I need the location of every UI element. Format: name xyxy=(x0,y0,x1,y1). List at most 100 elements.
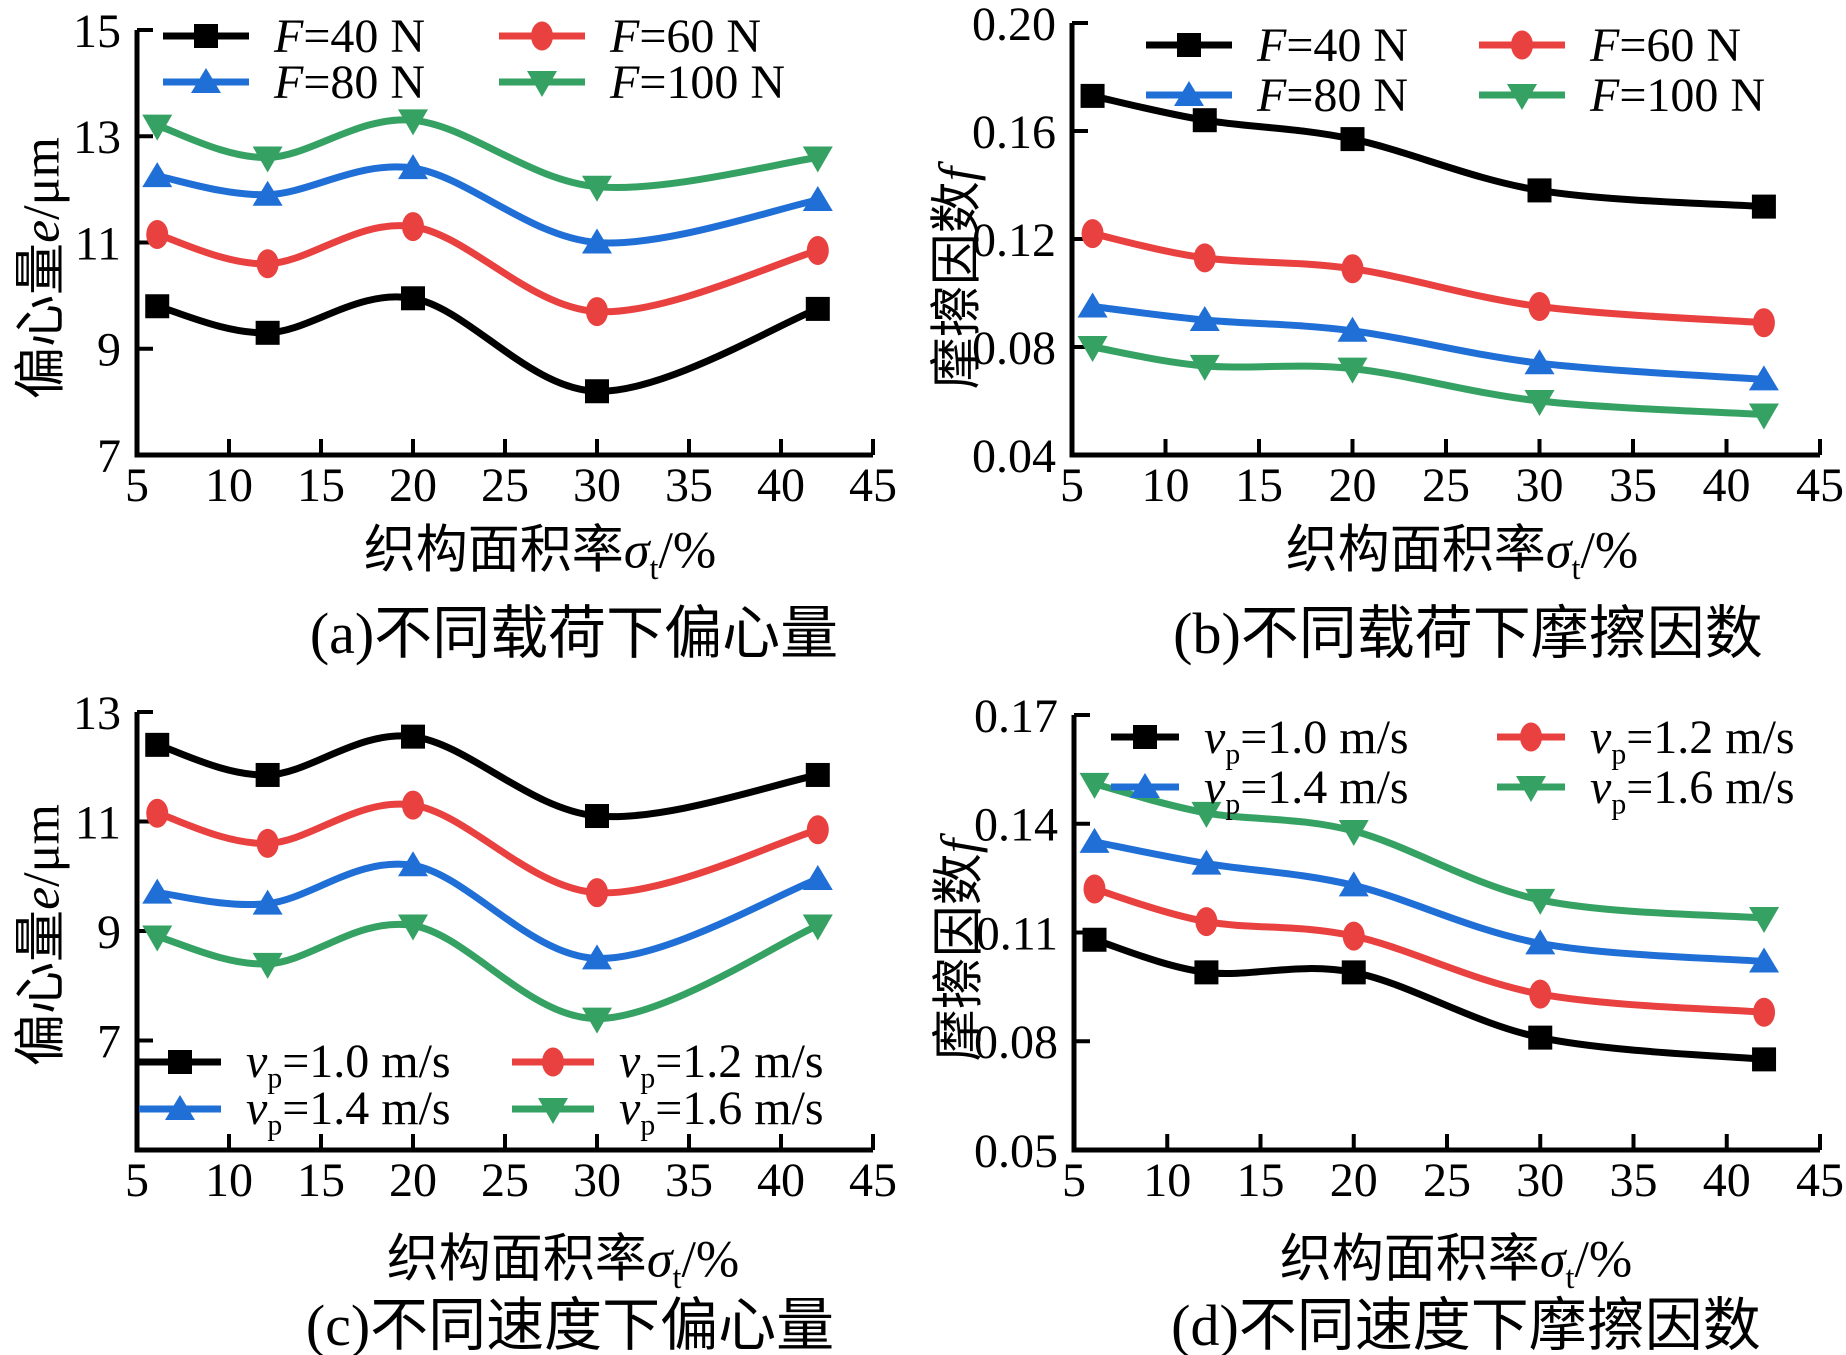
data-point-marker xyxy=(802,864,833,890)
label-part: =1.2 m/s xyxy=(655,1035,824,1088)
data-point-marker xyxy=(1338,871,1369,897)
legend-item-F-100-N: F=100 N xyxy=(498,56,785,109)
legend-sample-triangle-down-icon xyxy=(511,1093,595,1125)
data-point-marker xyxy=(1528,292,1551,321)
data-point-marker xyxy=(252,146,283,173)
x-tick-label: 15 xyxy=(1237,1154,1285,1207)
data-point-marker xyxy=(1749,907,1780,933)
data-point-marker xyxy=(252,889,283,915)
figure-element xyxy=(163,68,249,93)
x-tick-label: 30 xyxy=(573,1154,621,1207)
chart-a-axes: 5 10 15 20 25 30 35 40 45 7 9 11 13 15 xyxy=(73,5,897,512)
chart-d-series-2-markers xyxy=(1079,827,1780,973)
x-tick-label: 40 xyxy=(757,459,805,512)
x-tick-label: 45 xyxy=(1796,1154,1844,1207)
data-point-marker xyxy=(1748,403,1779,430)
label-part: =100 N xyxy=(1619,68,1766,122)
legend-sample-ellipse-icon xyxy=(511,1046,595,1078)
label-part: σ xyxy=(1545,522,1572,580)
chart-b-caption: (b)不同载荷下摩擦因数 xyxy=(1173,601,1763,666)
figure-element xyxy=(512,1047,594,1076)
data-point-marker xyxy=(802,146,833,173)
legend-item-F-80-N: F=80 N xyxy=(1145,69,1478,122)
chart-c-legend: vp=1.0 m/s vp=1.2 m/s vp=1.4 m/s vp=1.6 m/s xyxy=(138,1035,824,1140)
data-point-marker xyxy=(1341,960,1366,985)
data-point-marker xyxy=(582,944,612,970)
data-point-marker xyxy=(1079,827,1110,853)
label-part: 织构面积率 xyxy=(363,522,624,580)
label-part: /% xyxy=(658,522,717,580)
x-tick-label: 10 xyxy=(205,459,253,512)
label-part: e xyxy=(13,219,71,243)
label-part: p xyxy=(640,1108,656,1142)
chart-d-plot: 5 10 15 20 25 30 35 40 45 0.05 0.08 0.11 0.14 0.17 xyxy=(974,690,1844,1207)
legend-item-vp-1.4-m-s: vp=1.4 m/s xyxy=(138,1082,511,1140)
legend-item-vp-1.2-m-s: vp=1.2 m/s xyxy=(511,1035,824,1093)
chart-d-axes: 5 10 15 20 25 30 35 40 45 0.05 0.08 0.11 0.14 0.17 xyxy=(974,690,1844,1207)
chart-a-series-3-markers xyxy=(142,109,833,202)
chart-d-legend: vp=1.0 m/s vp=1.2 m/s vp=1.4 m/s vp=1.6 m/s xyxy=(1110,711,1795,819)
legend-marker xyxy=(1130,773,1160,798)
label-part: =40 N xyxy=(303,9,426,63)
data-point-marker xyxy=(256,249,279,279)
chart-c-axes: 5 10 15 20 25 30 35 40 45 7 9 11 13 xyxy=(73,687,897,1207)
chart-b-ylabel: 摩擦因数f xyxy=(915,167,990,389)
label-part: v xyxy=(246,1082,268,1135)
data-point-marker xyxy=(145,732,170,757)
legend-item-vp-1.6-m-s: vp=1.6 m/s xyxy=(511,1082,824,1140)
figure-element xyxy=(1146,33,1232,57)
label-part: F xyxy=(610,55,640,109)
chart-a-xlabel: 织构面积率σt/% xyxy=(363,508,717,585)
chart-c-series-3-markers xyxy=(142,914,833,1034)
label-part: p xyxy=(640,1061,656,1095)
figure-element xyxy=(1497,776,1565,802)
x-tick-label: 25 xyxy=(1423,1154,1471,1207)
y-tick-label: 0.04 xyxy=(972,430,1056,483)
x-tick-label: 35 xyxy=(1609,459,1657,512)
legend-item-vp-1.0-m-s: vp=1.0 m/s xyxy=(138,1035,511,1093)
legend-label: F=40 N xyxy=(274,9,425,64)
y-tick-label: 0.17 xyxy=(974,690,1058,743)
label-part: t xyxy=(672,1258,682,1295)
label-part: p xyxy=(267,1108,283,1142)
data-point-marker xyxy=(802,914,833,941)
legend-marker xyxy=(531,21,553,51)
data-point-marker xyxy=(806,235,829,265)
label-part: F xyxy=(610,9,640,63)
x-tick-label: 40 xyxy=(757,1154,805,1207)
x-tick-label: 25 xyxy=(481,459,529,512)
chart-a-series-0-line xyxy=(153,293,822,395)
x-tick-label: 5 xyxy=(1060,459,1084,512)
data-point-marker xyxy=(586,297,608,327)
x-tick-label: 20 xyxy=(389,1154,437,1207)
label-part: F xyxy=(1590,18,1620,72)
label-part: σ xyxy=(1539,1231,1566,1289)
legend-label: vp=1.6 m/s xyxy=(1590,760,1795,819)
data-point-marker xyxy=(1752,1047,1777,1072)
chart-b-series-0-line xyxy=(1089,92,1768,211)
legend-sample-square-icon xyxy=(162,20,250,52)
y-tick-label: 7 xyxy=(97,430,121,483)
y-tick-label: 0.16 xyxy=(972,106,1056,159)
data-point-marker xyxy=(1077,336,1108,362)
data-point-marker xyxy=(145,294,170,319)
label-part: v xyxy=(1590,760,1612,814)
data-point-marker xyxy=(142,878,173,904)
data-point-marker xyxy=(252,180,283,206)
legend-sample-ellipse-icon xyxy=(1478,29,1566,61)
label-part: 摩擦因数 xyxy=(931,853,989,1062)
data-point-marker xyxy=(146,220,169,250)
label-part: 织构面积率 xyxy=(1279,1231,1540,1289)
y-tick-label: 13 xyxy=(73,687,121,740)
legend-marker xyxy=(542,1047,564,1076)
chart-a-series-1-line xyxy=(153,222,822,316)
legend-marker xyxy=(1174,81,1204,106)
data-point-marker xyxy=(142,162,173,188)
label-part: /% xyxy=(681,1231,740,1289)
legend-label: vp=1.4 m/s xyxy=(246,1081,451,1140)
chart-c-xlabel: 织构面积率σt/% xyxy=(387,1217,740,1295)
chart-c-series-1-line xyxy=(153,800,822,897)
x-tick-label: 5 xyxy=(1062,1154,1086,1207)
data-point-marker xyxy=(1077,292,1108,318)
